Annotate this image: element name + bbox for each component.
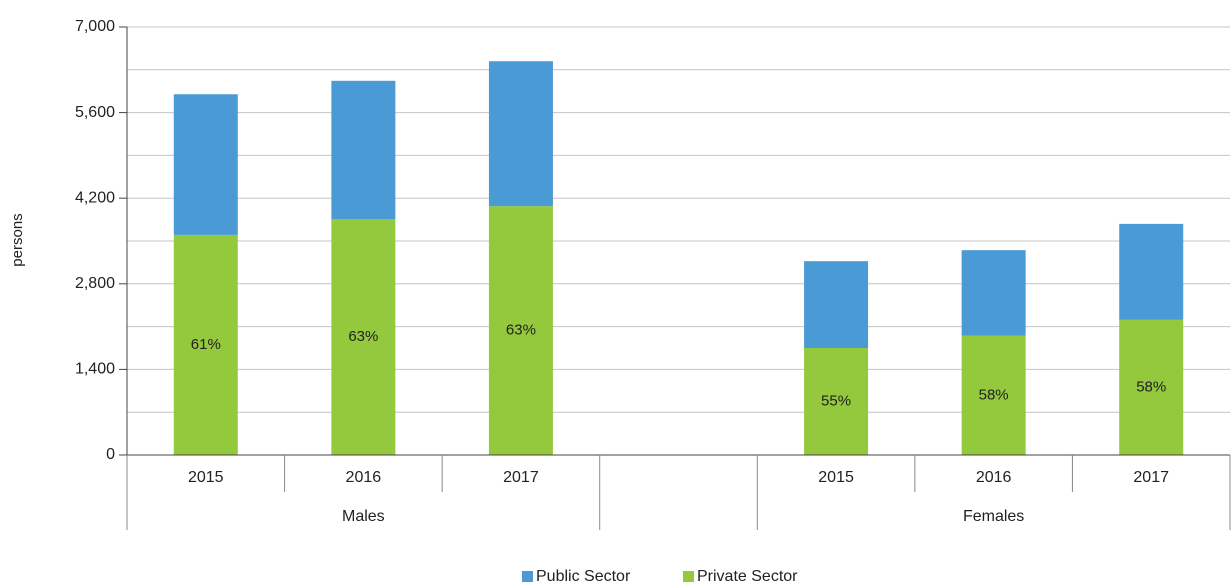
- group-label: Females: [963, 508, 1024, 525]
- share-label: 61%: [191, 336, 221, 353]
- bar-segment: [173, 234, 238, 455]
- bar-segment: [961, 335, 1026, 455]
- bar-segment: [331, 218, 396, 455]
- x-tick-label: 2015: [188, 469, 224, 486]
- y-tick-label: 5,600: [75, 104, 115, 121]
- x-tick-label: 2017: [1133, 469, 1169, 486]
- bar-segment: [804, 348, 869, 455]
- group-label: Males: [342, 508, 385, 525]
- bar-segment: [1119, 319, 1184, 455]
- y-tick-label: 0: [106, 446, 115, 463]
- share-label: 55%: [821, 392, 851, 409]
- bar-segment: [1119, 223, 1184, 320]
- y-axis-label: persons: [9, 213, 26, 266]
- legend-swatch: [683, 571, 694, 582]
- x-tick-label: 2015: [818, 469, 854, 486]
- y-tick-label: 7,000: [75, 18, 115, 35]
- y-tick-label: 4,200: [75, 189, 115, 206]
- bar-segment: [488, 206, 553, 455]
- x-tick-label: 2016: [976, 469, 1012, 486]
- share-label: 58%: [979, 386, 1009, 403]
- legend-label: Private Sector: [697, 568, 798, 585]
- share-label: 58%: [1136, 378, 1166, 395]
- bar-segment: [804, 261, 869, 348]
- legend-label: Public Sector: [536, 568, 631, 585]
- y-tick-label: 2,800: [75, 275, 115, 292]
- bar-segment: [488, 61, 553, 207]
- bar-segment: [331, 80, 396, 219]
- share-label: 63%: [506, 322, 536, 339]
- share-label: 63%: [348, 328, 378, 345]
- legend-swatch: [522, 571, 533, 582]
- x-tick-label: 2016: [346, 469, 382, 486]
- bar-segment: [961, 250, 1026, 336]
- x-tick-label: 2017: [503, 469, 539, 486]
- y-tick-label: 1,400: [75, 361, 115, 378]
- bar-segment: [173, 94, 238, 235]
